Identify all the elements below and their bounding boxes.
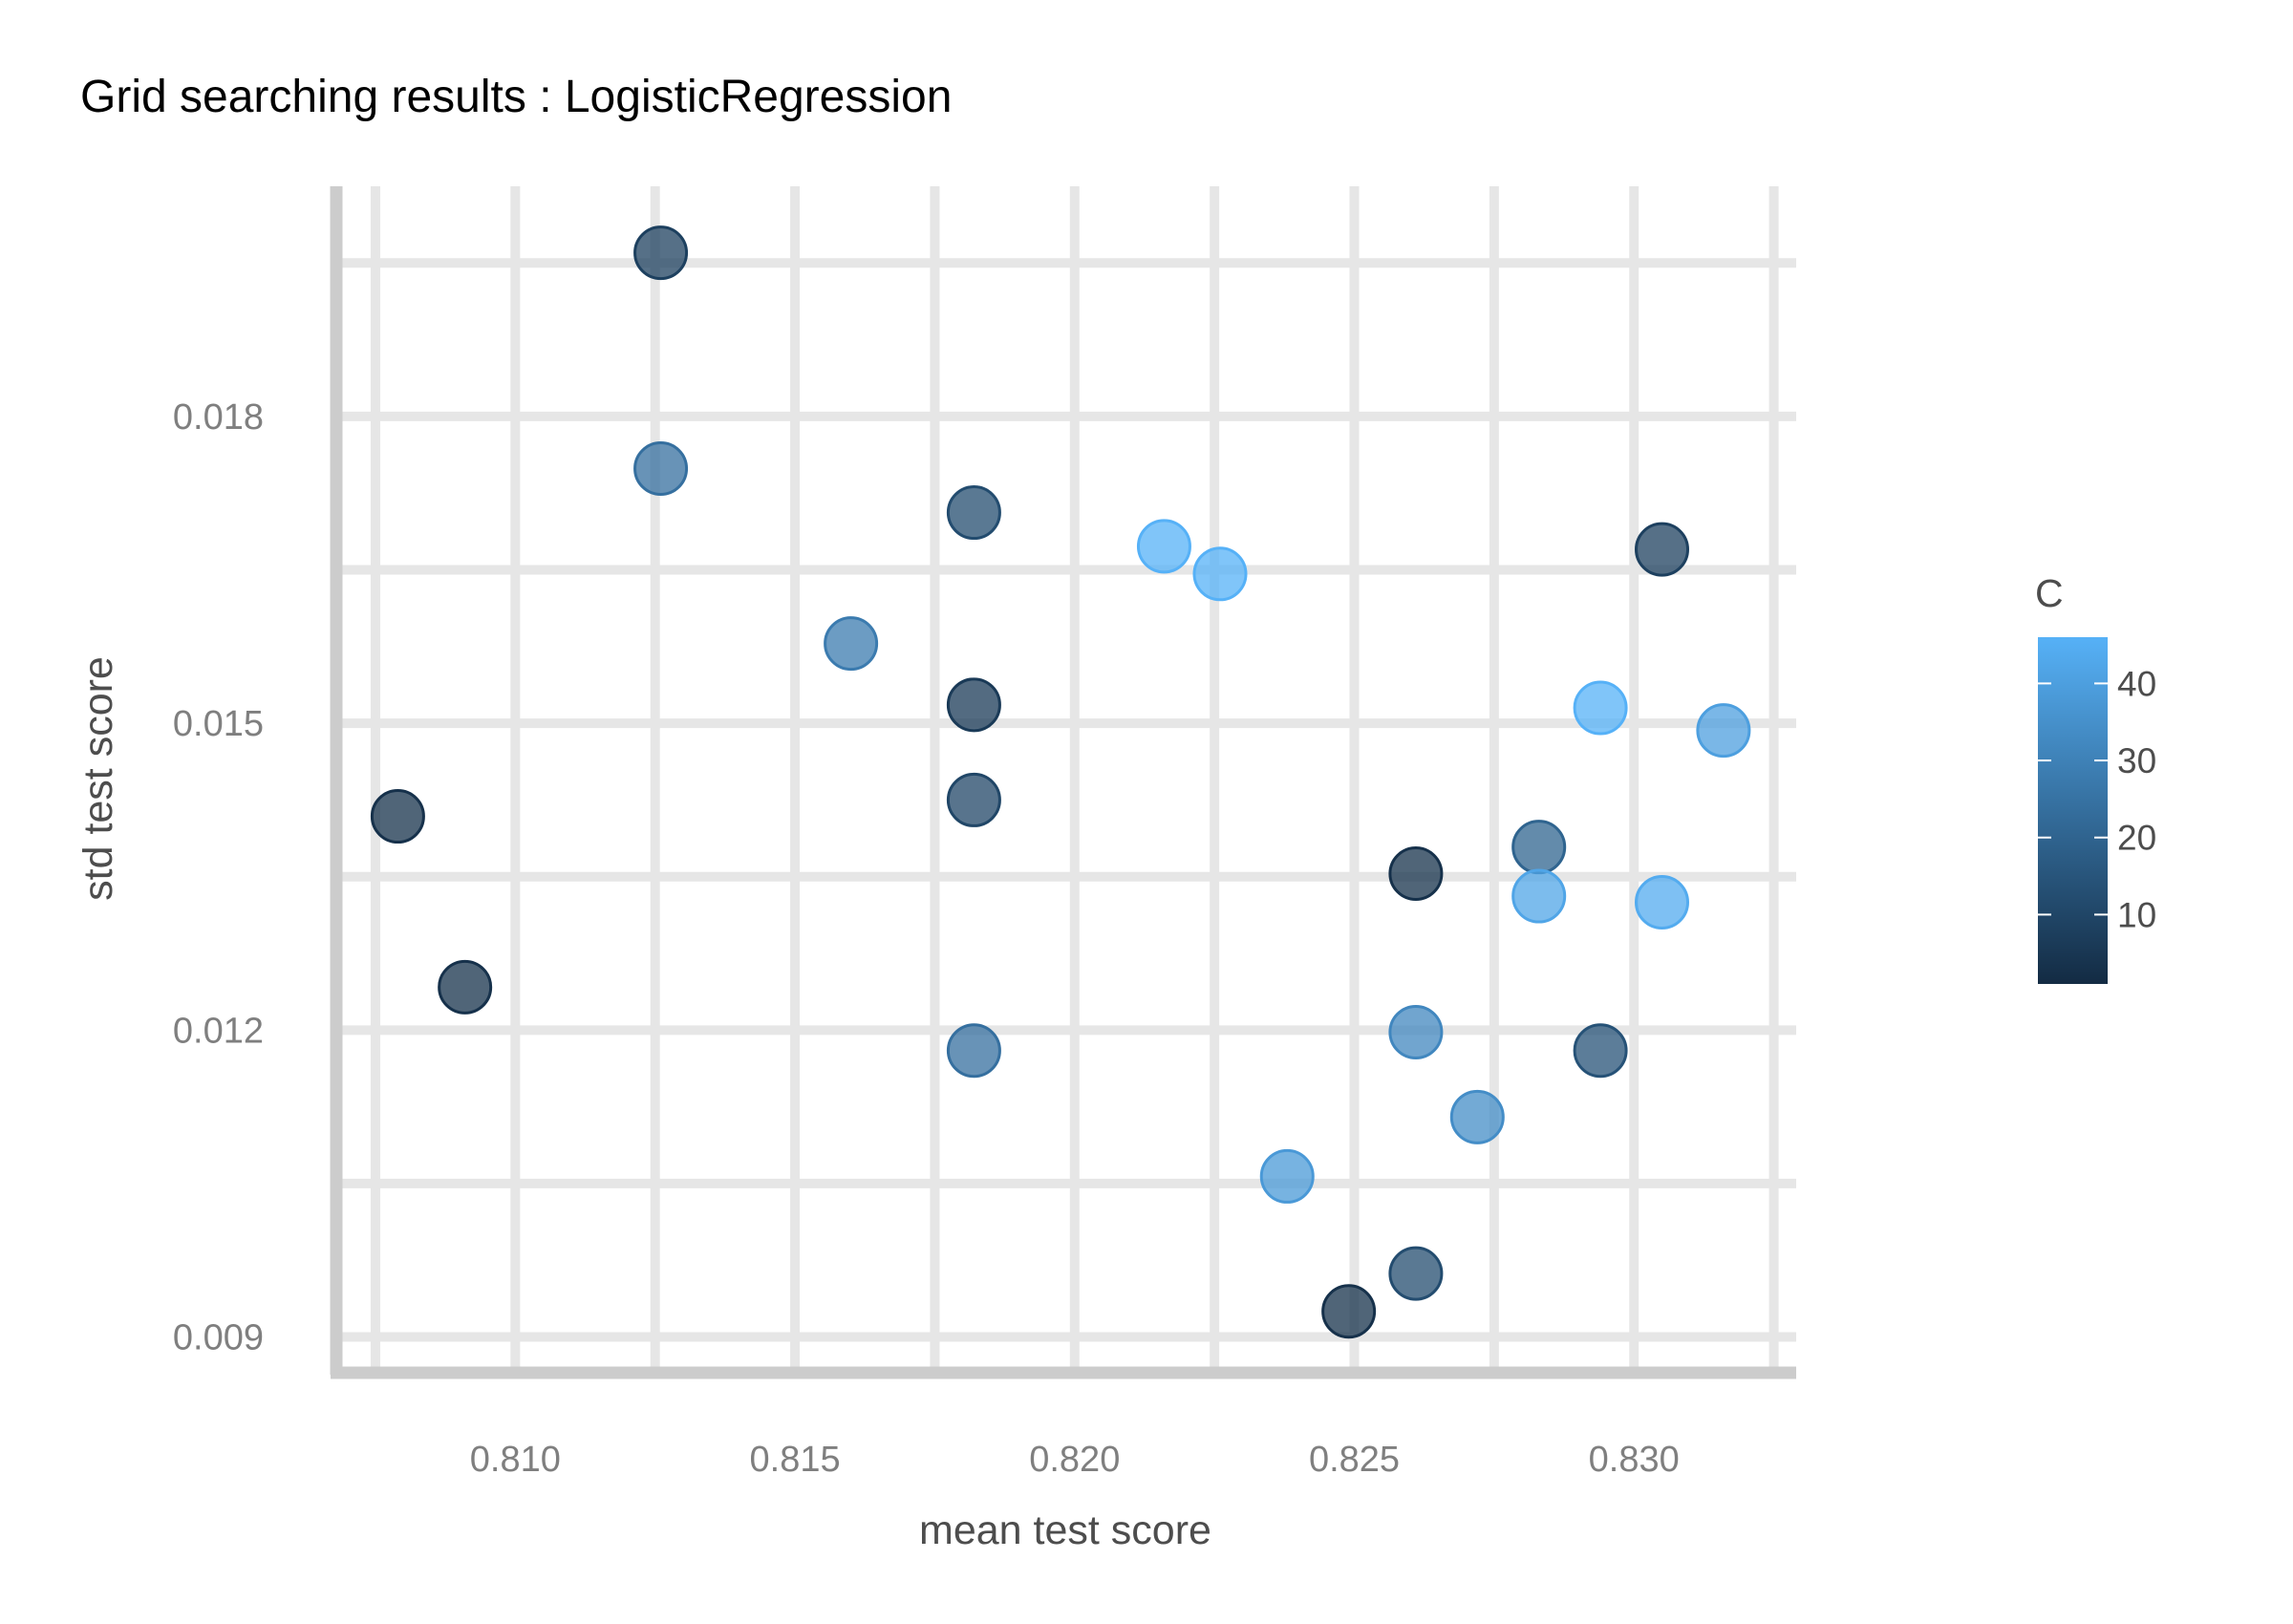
data-point xyxy=(1634,874,1689,930)
data-point xyxy=(1573,1023,1628,1079)
data-point xyxy=(1573,680,1628,736)
data-point xyxy=(824,616,879,672)
data-point xyxy=(946,485,1001,541)
y-tick-label: 0.015 xyxy=(173,704,264,744)
legend-tick-label: 40 xyxy=(2117,664,2156,703)
data-point xyxy=(1192,546,1248,602)
data-point xyxy=(1696,703,1751,759)
data-point xyxy=(1449,1089,1505,1144)
data-point xyxy=(1259,1148,1315,1204)
data-point xyxy=(1321,1284,1377,1339)
y-axis-title: std test score xyxy=(75,656,121,901)
data-point xyxy=(1388,1246,1444,1301)
data-point xyxy=(1511,820,1567,875)
x-tick-label: 0.830 xyxy=(1589,1440,1680,1480)
grid-lines xyxy=(336,186,1796,1373)
data-point xyxy=(633,441,689,497)
legend-tick-label: 30 xyxy=(2117,741,2156,780)
tick-labels: 0.810 0.815 0.820 0.825 0.830 0.009 0.012 0.015… xyxy=(173,397,1680,1480)
data-point xyxy=(1136,519,1191,574)
axis-lines xyxy=(330,186,1796,1379)
data-point xyxy=(438,959,493,1015)
data-point xyxy=(946,1023,1001,1079)
legend-colorbar xyxy=(2038,637,2108,984)
data-point xyxy=(1511,868,1567,924)
color-legend: C 10 20 30 40 xyxy=(2035,571,2156,984)
legend-tick-label: 10 xyxy=(2117,895,2156,934)
legend-tick-label: 20 xyxy=(2117,819,2156,858)
data-points xyxy=(370,225,1751,1339)
data-point xyxy=(1388,1004,1444,1059)
y-tick-label: 0.018 xyxy=(173,397,264,438)
y-tick-label: 0.009 xyxy=(173,1318,264,1358)
data-point xyxy=(370,789,425,844)
legend-title: C xyxy=(2035,571,2064,615)
y-tick-label: 0.012 xyxy=(173,1011,264,1051)
data-point xyxy=(946,677,1001,733)
x-tick-label: 0.810 xyxy=(470,1440,561,1480)
chart-title: Grid searching results : LogisticRegress… xyxy=(80,72,952,122)
x-tick-label: 0.825 xyxy=(1309,1440,1400,1480)
data-point xyxy=(633,225,689,281)
data-point xyxy=(1388,846,1444,902)
data-point xyxy=(946,772,1001,827)
x-tick-label: 0.820 xyxy=(1029,1440,1120,1480)
x-axis-title: mean test score xyxy=(919,1507,1211,1553)
x-tick-label: 0.815 xyxy=(750,1440,841,1480)
data-point xyxy=(1634,522,1689,577)
